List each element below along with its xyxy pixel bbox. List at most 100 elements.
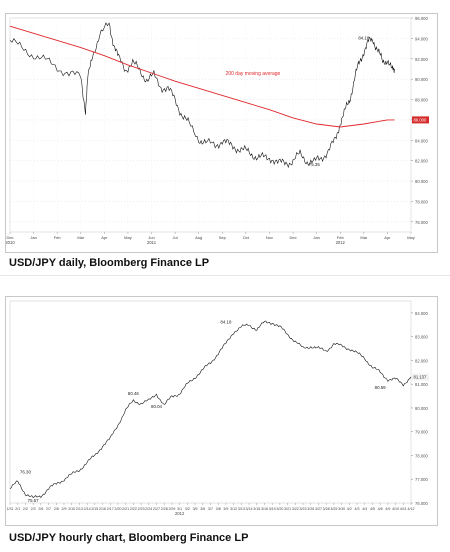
- hourly-chart: 84.000 83.000 82.000 81.000 80.000 79.000 78.0…: [7, 300, 429, 516]
- x-tick-label: Mar: [77, 235, 85, 240]
- x-tick-label: Sep: [219, 235, 227, 240]
- x-tick-label: 3/13: [238, 507, 245, 511]
- x-tick-label: 3/7: [208, 507, 213, 511]
- last-price-tag: 81.137: [412, 373, 429, 381]
- y-tick-label: 82.000: [415, 159, 428, 164]
- x-tick-label: 3/2: [185, 507, 190, 511]
- x-tick-label: 2/15: [91, 507, 98, 511]
- price-annotation: 80.59: [375, 385, 387, 390]
- last-price-tag: 86.000: [412, 116, 429, 124]
- x-tick-label: 2/27: [153, 507, 160, 511]
- x-tick-label: May: [124, 235, 132, 240]
- x-tick-label: 4/12: [408, 507, 415, 511]
- x-tick-label: 4/4: [362, 507, 367, 511]
- x-tick-label: Oct: [243, 235, 250, 240]
- x-tick-label: 4/10: [392, 507, 399, 511]
- x-tick-label: 2/17: [107, 507, 114, 511]
- x-tick-label: 3/1: [177, 507, 182, 511]
- x-year-label: 2010: [6, 240, 15, 245]
- x-tick-label: 3/30: [338, 507, 345, 511]
- last-price-tag-bg: [412, 373, 429, 381]
- x-tick-label: 2/3: [31, 507, 36, 511]
- x-tick-label: 4/2: [347, 507, 352, 511]
- x-tick-label: 2/24: [145, 507, 152, 511]
- price-series-line: [9, 320, 412, 499]
- x-tick-label: 3/28: [323, 507, 330, 511]
- x-tick-label: 2/13: [76, 507, 83, 511]
- x-tick-label: 3/8: [216, 507, 221, 511]
- y-tick-label: 80.000: [415, 179, 428, 184]
- y-tick-label: 80.000: [415, 406, 428, 411]
- x-tick-label: 3/21: [284, 507, 291, 511]
- last-price-tag-bg: [412, 116, 429, 124]
- y-tick-label: 81.000: [415, 382, 428, 387]
- y-tick-label: 82.000: [415, 358, 428, 363]
- x-tick-label: Dec: [6, 235, 13, 240]
- last-price-tag-label: 81.137: [414, 375, 427, 380]
- x-tick-label: 3/22: [292, 507, 299, 511]
- x-tick-label: 3/26: [307, 507, 314, 511]
- price-annotation: 84.18: [220, 320, 232, 325]
- x-tick-label: 3/5: [193, 507, 198, 511]
- moving-average-line: [9, 25, 395, 128]
- x-tick-label: 2/1: [15, 507, 20, 511]
- x-tick-label: Dec: [289, 235, 296, 240]
- x-tick-label: 3/27: [315, 507, 322, 511]
- y-tick-label: 77.000: [415, 477, 428, 482]
- x-tick-label: 2/23: [138, 507, 145, 511]
- x-tick-label: 3/20: [276, 507, 283, 511]
- plot-area: [9, 17, 412, 233]
- section-divider: [0, 275, 450, 276]
- y-tick-label: 78.000: [415, 199, 428, 204]
- x-tick-label: 3/15: [253, 507, 260, 511]
- x-tick-label: 3/29: [330, 507, 337, 511]
- x-tick-label: 2/16: [99, 507, 106, 511]
- x-tick-label: 2/8: [54, 507, 59, 511]
- x-tick-label: 2/29: [168, 507, 175, 511]
- y-tick-label: 88.000: [415, 98, 428, 103]
- x-tick-label: 3/12: [230, 507, 237, 511]
- x-tick-label: Aug: [195, 235, 202, 240]
- price-annotation: 80.04: [151, 404, 163, 409]
- hourly-chart-frame: 84.000 83.000 82.000 81.000 80.000 79.000 78.0…: [5, 296, 438, 526]
- x-tick-label: Nov: [266, 235, 273, 240]
- last-price-tag-label: 86.000: [414, 118, 427, 123]
- x-tick-label: 3/19: [269, 507, 276, 511]
- y-tick-label: 76.000: [415, 501, 428, 506]
- price-annotation: 75.35: [309, 162, 321, 167]
- daily-chart-caption: USD/JPY daily, Bloomberg Finance LP: [9, 257, 210, 269]
- x-tick-label: Apr: [101, 235, 108, 240]
- price-annotation: 80.46: [128, 391, 140, 396]
- price-annotation: 75.57: [28, 498, 40, 503]
- x-tick-label: May: [407, 235, 415, 240]
- x-tick-label: 3/14: [246, 507, 253, 511]
- y-tick-label: 76.000: [415, 220, 428, 225]
- y-tick-label: 92.000: [415, 57, 428, 62]
- x-year-label: 2012: [336, 240, 346, 245]
- y-tick-label: 94.000: [415, 36, 428, 41]
- x-tick-label: Jun: [148, 235, 154, 240]
- x-tick-label: Jan: [30, 235, 36, 240]
- x-tick-label: 2/6: [38, 507, 43, 511]
- x-tick-label: Jul: [173, 235, 178, 240]
- y-tick-label: 84.000: [415, 311, 428, 316]
- x-tick-label: 3/16: [261, 507, 268, 511]
- x-tick-label: Feb: [54, 235, 62, 240]
- x-tick-label: 2/14: [84, 507, 91, 511]
- x-year-label: 2011: [147, 240, 157, 245]
- daily-chart-frame: 96.000 94.000 92.000 90.000 88.000 86.000 84.0…: [5, 13, 438, 253]
- x-tick-label: 2/7: [46, 507, 51, 511]
- x-year-label: 2012: [175, 511, 185, 516]
- hourly-chart-caption: USD/JPY hourly chart, Bloomberg Finance …: [9, 532, 249, 544]
- x-tick-label: Feb: [337, 235, 345, 240]
- x-tick-label: 2/10: [68, 507, 75, 511]
- x-tick-label: 4/11: [400, 507, 407, 511]
- x-tick-label: 2/21: [122, 507, 129, 511]
- price-annotation: 84.18: [358, 35, 370, 40]
- x-tick-label: 3/23: [300, 507, 307, 511]
- x-tick-label: 4/5: [370, 507, 375, 511]
- x-tick-label: 1/31: [7, 507, 14, 511]
- x-tick-label: 4/9: [385, 507, 390, 511]
- x-tick-label: 2/28: [161, 507, 168, 511]
- y-tick-label: 79.000: [415, 430, 428, 435]
